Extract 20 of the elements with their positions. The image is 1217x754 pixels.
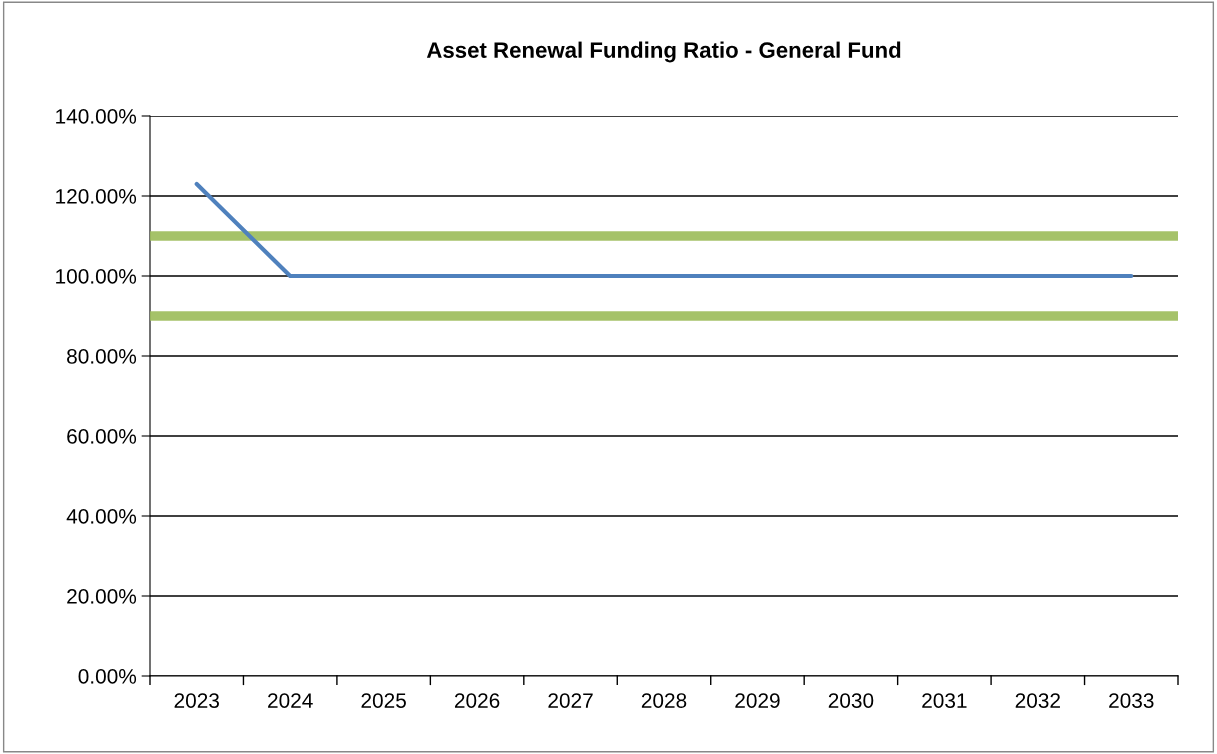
x-tick-label: 2027 (548, 693, 593, 708)
y-tick-label: 80.00% (67, 349, 137, 364)
x-tick-label: 2029 (735, 693, 780, 708)
x-tick-label: 2031 (922, 693, 967, 708)
chart-title: Asset Renewal Funding Ratio - General Fund (426, 41, 901, 63)
y-tick-label: 40.00% (66, 509, 137, 524)
x-tick-label: 2024 (268, 693, 313, 708)
y-tick-label: 120.00% (56, 189, 137, 204)
x-tick-label: 2033 (1109, 693, 1154, 708)
y-tick-label: 20.00% (67, 589, 137, 604)
x-tick-label: 2032 (1015, 693, 1060, 708)
y-tick-label: 0.00% (78, 669, 137, 684)
x-tick-label: 2026 (454, 693, 500, 708)
x-tick-label: 2030 (828, 693, 874, 708)
y-tick-label: 140.00% (56, 109, 137, 124)
x-tick-label: 2025 (361, 693, 406, 708)
y-tick-label: 100.00% (56, 269, 137, 284)
x-tick-label: 2023 (174, 693, 219, 708)
x-tick-label: 2028 (641, 693, 687, 708)
y-tick-label: 60.00% (67, 429, 137, 444)
